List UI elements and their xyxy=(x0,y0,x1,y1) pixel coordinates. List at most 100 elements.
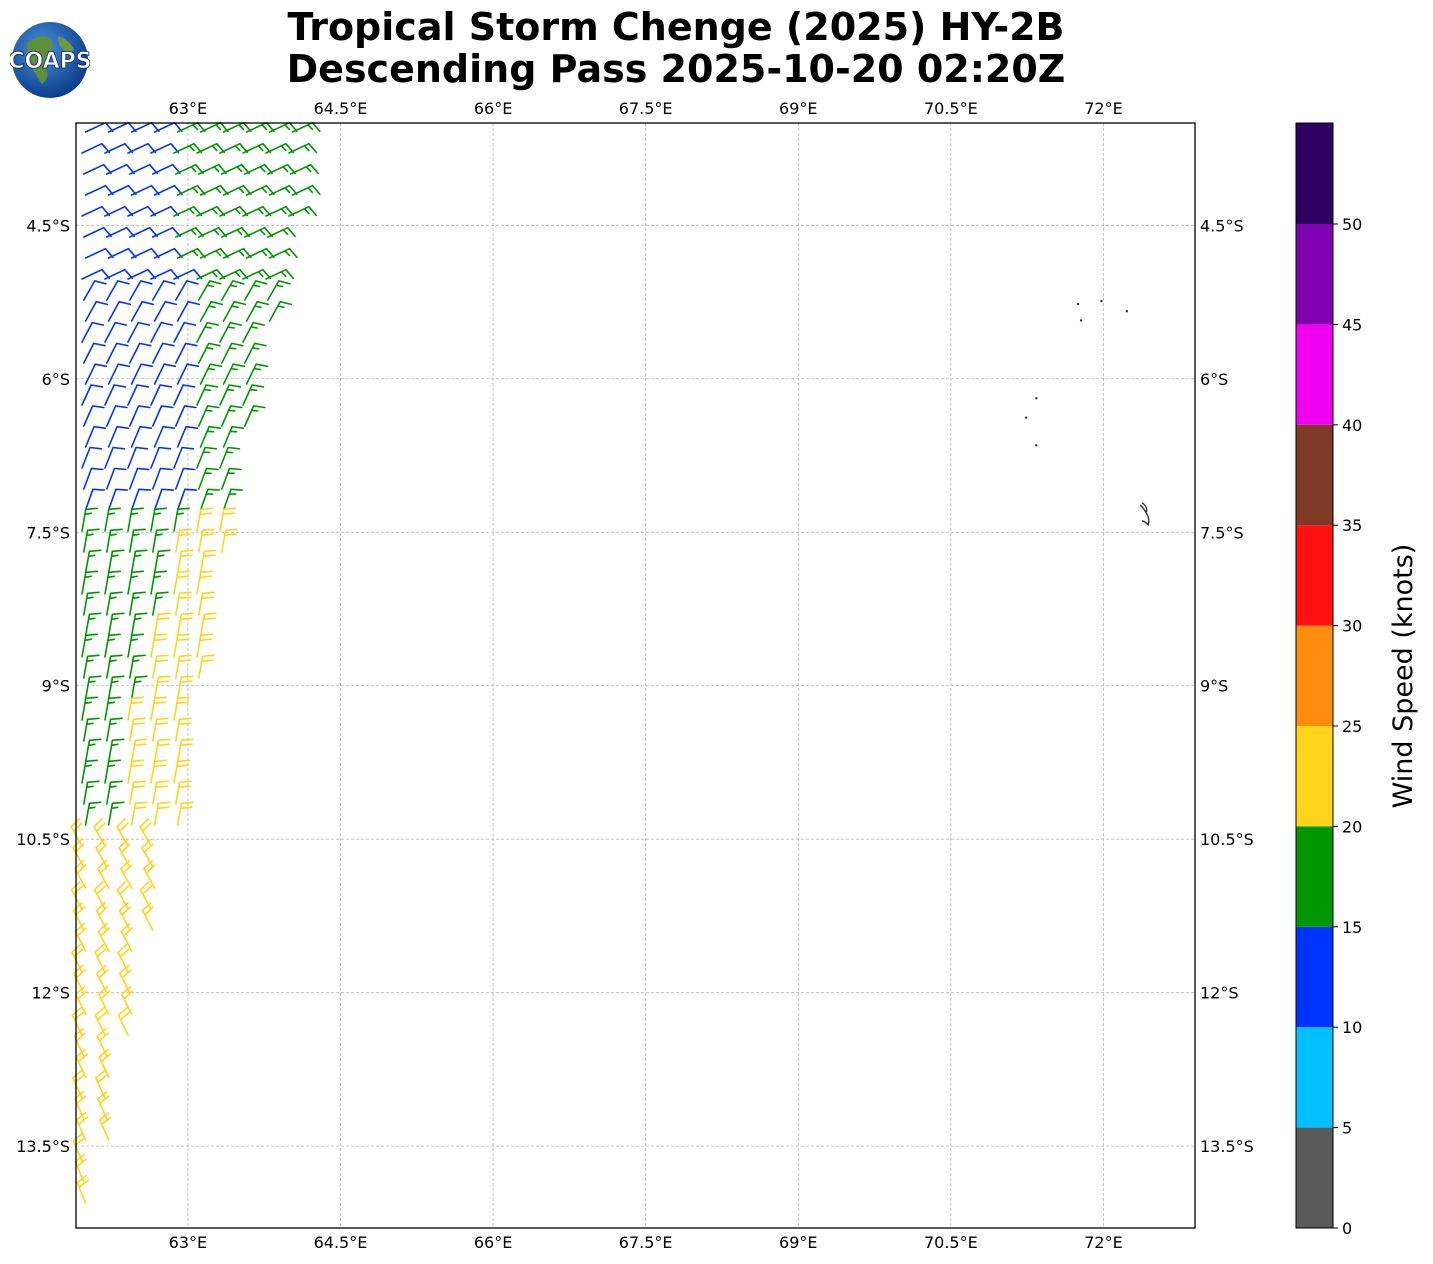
wind-barb xyxy=(219,507,236,532)
wind-barb xyxy=(139,818,152,847)
wind-barb xyxy=(127,321,151,343)
lon-tick-bottom: 67.5°E xyxy=(619,1233,673,1252)
wind-barb xyxy=(268,121,298,133)
wind-barb xyxy=(97,860,110,889)
wind-barb xyxy=(199,363,223,385)
wind-barb xyxy=(150,142,180,154)
island-dot xyxy=(1079,319,1083,322)
lat-tick-left: 7.5°S xyxy=(26,523,70,542)
wind-barb xyxy=(129,654,146,679)
wind-barb xyxy=(153,738,171,763)
wind-barb xyxy=(84,363,108,385)
lon-tick-top: 66°E xyxy=(474,99,512,118)
lon-tick-bottom: 64.5°E xyxy=(314,1233,368,1252)
wind-barb xyxy=(84,300,109,322)
wind-barb xyxy=(139,881,152,910)
wind-barb xyxy=(175,163,204,175)
wind-barb xyxy=(242,205,272,217)
wind-barb xyxy=(81,446,103,469)
wind-barb xyxy=(198,342,221,364)
wind-barb xyxy=(153,801,171,826)
wind-barb xyxy=(104,570,121,595)
wind-barb xyxy=(153,675,171,700)
wind-barb xyxy=(81,205,111,217)
wind-barb xyxy=(118,902,131,931)
wind-barb xyxy=(153,612,171,637)
wind-barb xyxy=(106,591,123,616)
wind-barb xyxy=(84,612,102,637)
wind-barb xyxy=(129,226,158,238)
wind-barb xyxy=(84,247,114,259)
wind-barb xyxy=(153,549,171,574)
wind-barb xyxy=(244,280,268,301)
wind-barb xyxy=(81,759,98,784)
wind-barb xyxy=(219,142,249,154)
wind-barb xyxy=(221,226,250,238)
wind-barb xyxy=(242,384,265,406)
wind-barb xyxy=(106,717,123,742)
wind-barb xyxy=(83,717,100,742)
island-dot xyxy=(1125,310,1129,313)
wind-barb xyxy=(107,363,131,385)
wind-barb xyxy=(199,612,217,637)
wind-barb xyxy=(143,860,156,889)
wind-barb xyxy=(175,780,192,805)
wind-barb xyxy=(176,738,194,763)
wind-barb xyxy=(94,943,107,973)
wind-barb xyxy=(81,268,111,280)
wind-barb xyxy=(242,321,266,343)
wind-barb xyxy=(75,1111,89,1141)
wind-barb xyxy=(265,142,295,154)
wind-barb xyxy=(150,205,180,217)
axis-tick-labels: 63°E 63°E 64.5°E 64.5°E 66°E 66°E 67.5°E 67.5°E… xyxy=(16,99,1254,1252)
coaps-logo: COAPS xyxy=(10,22,90,98)
wind-barb xyxy=(127,633,144,658)
wind-barb xyxy=(104,759,121,784)
wind-barb xyxy=(267,163,296,175)
island-dot xyxy=(1100,299,1103,303)
wind-barb xyxy=(221,342,244,364)
wind-barb xyxy=(107,675,125,700)
wind-barb xyxy=(107,425,130,448)
lat-tick-left: 13.5°S xyxy=(16,1137,70,1156)
wind-barb xyxy=(199,300,224,322)
wind-barb xyxy=(127,507,144,532)
wind-barb xyxy=(222,363,246,385)
wind-barb xyxy=(244,226,273,238)
wind-barb xyxy=(127,759,144,784)
wind-barb xyxy=(129,342,152,364)
wind-barb xyxy=(107,121,137,133)
wind-barb xyxy=(127,142,157,154)
wind-barb xyxy=(196,268,226,280)
wind-barb xyxy=(196,384,219,406)
lon-tick-bottom: 63°E xyxy=(169,1233,207,1252)
wind-barb xyxy=(267,226,296,238)
wind-barb xyxy=(127,570,144,595)
wind-barb xyxy=(81,507,98,532)
wind-barb xyxy=(196,321,220,343)
wind-barb xyxy=(199,247,229,259)
wind-barb xyxy=(150,633,167,658)
wind-barb xyxy=(83,342,106,364)
wind-barb xyxy=(268,300,293,322)
lon-tick-top: 64.5°E xyxy=(314,99,368,118)
wind-barb xyxy=(199,488,221,511)
wind-barb xyxy=(81,384,104,406)
wind-barb xyxy=(83,591,100,616)
wind-barb xyxy=(221,280,245,301)
wind-barb xyxy=(130,121,160,133)
wind-barb xyxy=(81,633,98,658)
wind-barb xyxy=(196,205,226,217)
wind-barb xyxy=(173,384,196,406)
wind-barb xyxy=(153,184,183,196)
wind-barb xyxy=(152,717,169,742)
wind-barb xyxy=(141,839,154,868)
lat-tick-left: 6°S xyxy=(42,370,70,389)
wind-barb xyxy=(127,384,150,406)
wind-barb xyxy=(129,591,146,616)
wind-barb xyxy=(81,570,98,595)
lat-tick-left: 12°S xyxy=(31,984,70,1003)
wind-barb xyxy=(83,280,107,301)
wind-barb xyxy=(83,780,100,805)
wind-barb xyxy=(175,280,199,301)
